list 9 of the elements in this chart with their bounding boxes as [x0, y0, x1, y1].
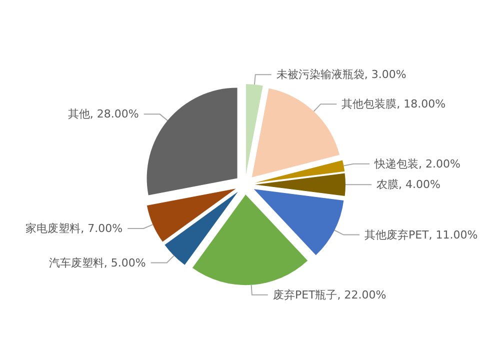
- slice-label: 汽车废塑料, 5.00%: [48, 256, 146, 270]
- slice-label: 未被污染输液瓶袋, 3.00%: [276, 68, 406, 82]
- slice-label: 其他, 28.00%: [68, 108, 139, 121]
- slice-label: 快递包装, 2.00%: [374, 157, 460, 170]
- slice-label: 农膜, 4.00%: [376, 178, 440, 192]
- slice-label: 其他废弃PET, 11.00%: [364, 228, 478, 242]
- slice-label: 废弃PET瓶子, 22.00%: [272, 288, 386, 302]
- slice-label: 家电废塑料, 7.00%: [26, 222, 123, 236]
- slice-label: 其他包装膜, 18.00%: [342, 98, 446, 111]
